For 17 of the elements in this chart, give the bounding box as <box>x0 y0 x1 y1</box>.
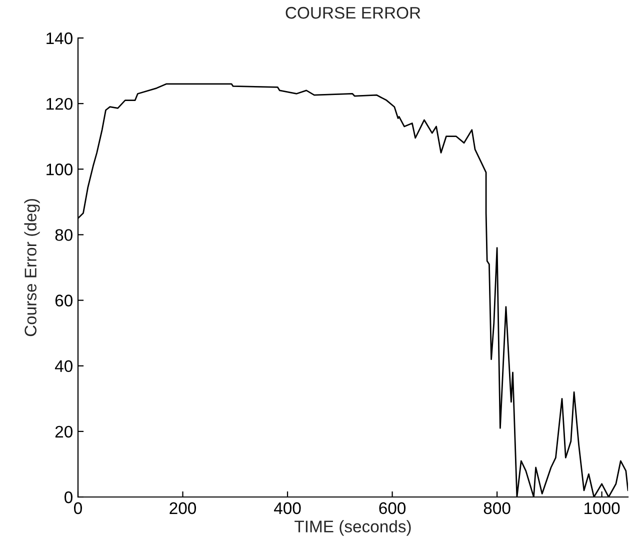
y-tick-label: 60 <box>55 294 72 306</box>
y-tick-label: 80 <box>55 229 72 241</box>
x-tick-label: 0 <box>74 502 82 514</box>
y-tick-label: 20 <box>55 426 72 438</box>
y-tick-label: 100 <box>46 164 72 176</box>
x-axis-title: TIME (seconds) <box>294 520 411 536</box>
chart-title: COURSE ERROR <box>286 6 420 19</box>
x-tick-label: 800 <box>484 502 510 514</box>
y-tick-label: 40 <box>54 360 72 372</box>
x-tick-label: 200 <box>170 502 196 514</box>
x-tick-label: 1000 <box>584 502 620 514</box>
x-tick-label: 400 <box>274 502 301 514</box>
y-tick-label: 140 <box>46 32 72 44</box>
x-tick-label: 600 <box>379 502 406 514</box>
y-axis-title: Course Error (deg) <box>24 199 40 336</box>
y-tick-label: 120 <box>46 98 72 110</box>
y-tick-label: 0 <box>64 491 72 504</box>
